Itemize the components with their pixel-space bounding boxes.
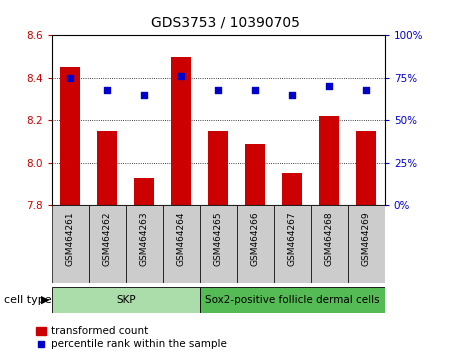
Point [67, 75, 74, 81]
Bar [126, 205, 163, 283]
Bar [282, 173, 302, 205]
Bar [311, 205, 348, 283]
Bar [163, 205, 200, 283]
Text: ▶: ▶ [41, 295, 49, 305]
Point [288, 92, 296, 98]
Text: GDS3753 / 10390705: GDS3753 / 10390705 [151, 16, 299, 30]
Bar [237, 205, 274, 283]
Bar [200, 205, 237, 283]
Text: GSM464261: GSM464261 [66, 212, 75, 266]
Point [178, 73, 185, 79]
Bar [134, 178, 154, 205]
Bar [274, 205, 311, 283]
Bar [200, 287, 385, 313]
Text: GSM464264: GSM464264 [177, 212, 186, 266]
Point [141, 92, 148, 98]
Point [252, 87, 259, 93]
Bar [171, 57, 191, 205]
Text: GSM464267: GSM464267 [288, 212, 297, 266]
Bar [52, 287, 200, 313]
Legend: transformed count, percentile rank within the sample: transformed count, percentile rank withi… [32, 322, 231, 354]
Text: GSM464266: GSM464266 [251, 212, 260, 266]
Bar [208, 131, 229, 205]
Bar [348, 205, 385, 283]
Text: GSM464265: GSM464265 [214, 212, 223, 266]
Point [363, 87, 370, 93]
Bar [356, 131, 376, 205]
Bar [245, 144, 266, 205]
Text: cell type: cell type [4, 295, 52, 305]
Text: GSM464263: GSM464263 [140, 212, 149, 266]
Bar [319, 116, 339, 205]
Point [326, 84, 333, 89]
Text: GSM464262: GSM464262 [103, 212, 112, 266]
Bar [52, 205, 89, 283]
Text: GSM464268: GSM464268 [325, 212, 334, 266]
Text: GSM464269: GSM464269 [362, 212, 371, 266]
Text: SKP: SKP [116, 295, 135, 305]
Bar [60, 67, 81, 205]
Text: Sox2-positive follicle dermal cells: Sox2-positive follicle dermal cells [205, 295, 379, 305]
Point [104, 87, 111, 93]
Bar [89, 205, 126, 283]
Point [215, 87, 222, 93]
Bar [97, 131, 117, 205]
